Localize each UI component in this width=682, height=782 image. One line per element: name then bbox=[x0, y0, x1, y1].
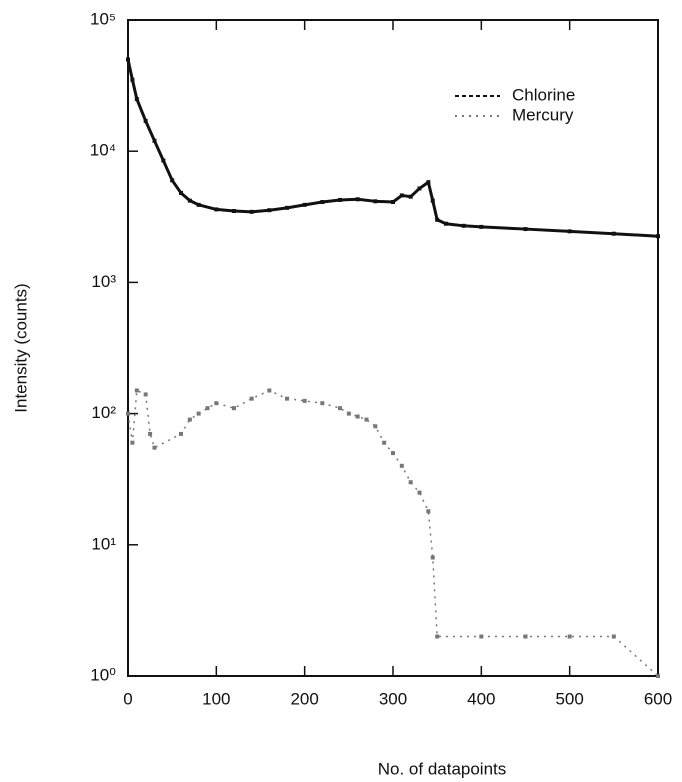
data-point bbox=[417, 490, 422, 495]
data-point bbox=[285, 396, 289, 401]
data-point bbox=[249, 396, 254, 401]
data-point bbox=[267, 208, 272, 213]
y-tick-label: 10³ bbox=[91, 272, 116, 291]
data-point bbox=[196, 202, 201, 207]
data-point bbox=[320, 200, 325, 205]
data-point bbox=[134, 388, 139, 393]
data-point bbox=[338, 197, 342, 202]
data-point bbox=[430, 198, 435, 203]
data-point bbox=[143, 392, 148, 397]
data-point bbox=[170, 178, 175, 183]
data-point bbox=[364, 417, 369, 422]
data-point bbox=[126, 57, 130, 62]
data-point bbox=[355, 197, 360, 202]
data-point bbox=[249, 209, 254, 214]
data-point bbox=[320, 401, 325, 406]
series-line bbox=[127, 389, 659, 677]
data-point bbox=[232, 209, 236, 214]
y-tick-label: 10² bbox=[91, 403, 116, 422]
data-point bbox=[148, 431, 153, 436]
data-point bbox=[656, 674, 660, 678]
data-point bbox=[611, 634, 616, 639]
data-point bbox=[430, 555, 435, 560]
data-point bbox=[134, 96, 139, 101]
series-line bbox=[126, 59, 659, 238]
data-point bbox=[656, 234, 660, 239]
data-point bbox=[161, 158, 166, 163]
data-point bbox=[523, 634, 528, 639]
data-point bbox=[435, 634, 440, 639]
x-tick-label: 200 bbox=[290, 689, 318, 708]
data-point bbox=[611, 231, 616, 236]
x-tick-label: 400 bbox=[467, 689, 495, 708]
y-tick-label: 10⁰ bbox=[90, 665, 116, 684]
data-point bbox=[567, 634, 572, 639]
data-point bbox=[179, 431, 183, 436]
data-point bbox=[382, 440, 387, 445]
data-point bbox=[214, 207, 219, 212]
data-point bbox=[346, 411, 351, 416]
data-point bbox=[302, 398, 307, 403]
x-tick-label: 0 bbox=[123, 689, 132, 708]
data-point bbox=[408, 480, 413, 485]
legend-label: Mercury bbox=[512, 105, 574, 124]
legend-label: Chlorine bbox=[512, 85, 575, 104]
y-axis-label: Intensity (counts) bbox=[11, 283, 30, 412]
data-point bbox=[479, 224, 484, 229]
data-point bbox=[435, 217, 440, 222]
data-point bbox=[399, 463, 404, 468]
data-point bbox=[126, 411, 130, 416]
data-point bbox=[232, 406, 236, 411]
data-point bbox=[355, 414, 360, 419]
y-tick-label: 10¹ bbox=[91, 534, 116, 553]
data-point bbox=[205, 406, 210, 411]
data-point bbox=[130, 77, 135, 82]
data-point bbox=[461, 223, 466, 228]
data-point bbox=[302, 202, 307, 207]
data-point bbox=[187, 198, 192, 203]
data-point bbox=[399, 193, 404, 198]
x-tick-label: 100 bbox=[202, 689, 230, 708]
data-point bbox=[267, 388, 272, 393]
data-point bbox=[152, 445, 157, 450]
data-point bbox=[391, 451, 395, 456]
data-point bbox=[338, 406, 342, 411]
data-point bbox=[426, 509, 431, 514]
data-point bbox=[391, 200, 395, 205]
x-tick-label: 500 bbox=[555, 689, 583, 708]
x-tick-label: 300 bbox=[379, 689, 407, 708]
data-point bbox=[479, 634, 484, 639]
y-tick-label: 10⁴ bbox=[90, 141, 116, 160]
data-point bbox=[285, 205, 289, 210]
data-point bbox=[417, 186, 422, 191]
x-axis-label: No. of datapoints bbox=[378, 759, 507, 778]
data-point bbox=[373, 199, 378, 204]
data-point bbox=[523, 227, 528, 232]
data-point bbox=[408, 194, 413, 199]
data-point bbox=[130, 440, 135, 445]
data-point bbox=[187, 417, 192, 422]
data-point bbox=[152, 138, 157, 143]
data-point bbox=[196, 411, 201, 416]
data-point bbox=[214, 401, 219, 406]
x-tick-label: 600 bbox=[644, 689, 672, 708]
y-tick-label: 10⁵ bbox=[90, 9, 116, 28]
data-point bbox=[143, 118, 148, 123]
data-point bbox=[444, 221, 448, 226]
plot-frame bbox=[127, 19, 659, 677]
data-point bbox=[567, 229, 572, 234]
data-point bbox=[373, 424, 378, 429]
data-point bbox=[426, 180, 431, 185]
data-point bbox=[179, 191, 183, 196]
